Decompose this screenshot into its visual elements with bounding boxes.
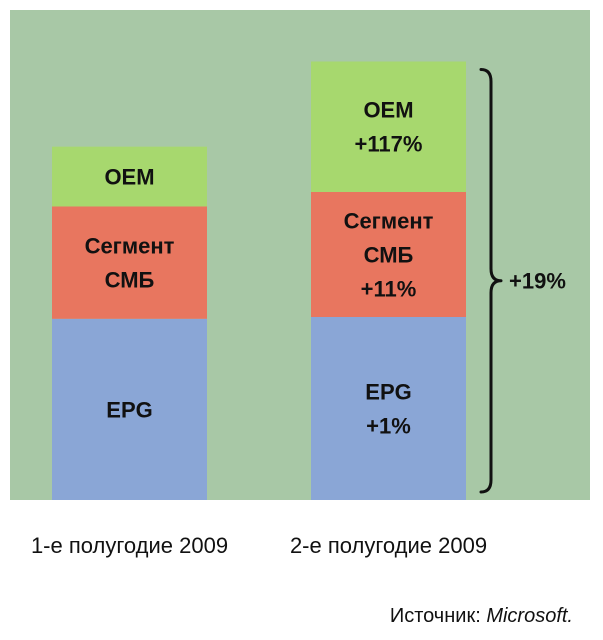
segment-label-h1-1-0: Сегмент	[85, 234, 175, 259]
bars-layer	[52, 61, 466, 500]
segment-label-h2-1-1: СМБ	[364, 242, 414, 267]
bar-h2-сегмент-смб	[311, 191, 466, 317]
source-brand: Microsoft.	[486, 605, 573, 627]
bar-h2-epg	[311, 316, 466, 500]
segment-label-h2-1-0: Сегмент	[344, 208, 434, 233]
bar-h2-oem	[311, 61, 466, 192]
category-label-h2: 2-е полугодие 2009	[290, 533, 487, 558]
category-label-h1: 1-е полугодие 2009	[31, 533, 228, 558]
segment-label-h1-2-0: OEM	[104, 165, 154, 190]
total-change-label: +19%	[509, 269, 566, 294]
source-note: Источник: Microsoft.	[390, 605, 573, 628]
segment-label-h2-2-1: +117%	[355, 132, 423, 157]
segment-label-h2-1-2: +11%	[361, 276, 417, 301]
bar-h1-oem	[52, 146, 207, 207]
segment-label-h2-2-0: OEM	[363, 98, 413, 123]
bar-h1-сегмент-смб	[52, 206, 207, 319]
total-brace	[479, 67, 503, 494]
segment-label-h1-0-0: EPG	[106, 397, 152, 422]
bar-h1-epg	[52, 318, 207, 500]
segment-label-h1-1-1: СМБ	[105, 268, 155, 293]
segment-labels-layer: EPG Сегмент СМБ OEM EPG +1% Сегмент СМБ +11% OEM +…	[85, 98, 434, 439]
segment-label-h2-0-1: +1%	[366, 413, 411, 438]
segment-label-h2-0-0: EPG	[365, 379, 411, 404]
source-label: Источник:	[389, 605, 481, 627]
